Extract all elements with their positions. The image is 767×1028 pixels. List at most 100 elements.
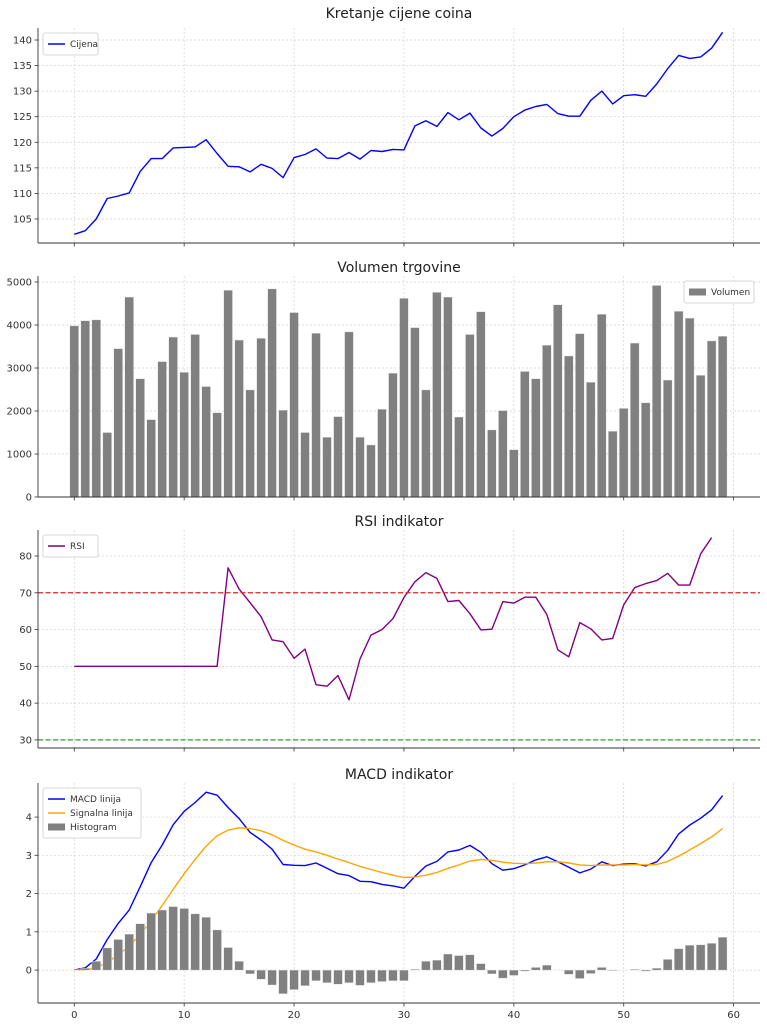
bar xyxy=(180,908,189,970)
bar xyxy=(367,970,376,983)
legend-swatch xyxy=(48,824,65,831)
subplot-1: Kretanje cijene coina1051101151201251301… xyxy=(13,6,760,247)
bar xyxy=(257,338,266,497)
bar xyxy=(312,333,321,497)
bar xyxy=(608,431,617,497)
bar xyxy=(224,290,233,497)
bar xyxy=(498,411,507,497)
bar xyxy=(597,967,606,970)
bar xyxy=(433,960,442,970)
chart-title: RSI indikator xyxy=(355,514,444,530)
y-tick-label: 60 xyxy=(19,625,32,636)
y-tick-label: 70 xyxy=(19,588,32,599)
x-tick-label: 0 xyxy=(71,1010,77,1021)
bar xyxy=(608,970,617,971)
bar xyxy=(290,970,299,990)
y-tick-label: 105 xyxy=(13,214,32,225)
bar xyxy=(136,924,145,970)
y-tick-label: 130 xyxy=(13,87,32,98)
bar xyxy=(476,964,485,971)
y-tick-label: 4 xyxy=(26,813,32,824)
legend-label: RSI xyxy=(70,542,85,552)
bar xyxy=(202,917,211,970)
bar xyxy=(641,970,650,971)
bar xyxy=(235,340,244,497)
bar xyxy=(334,970,343,984)
bar xyxy=(564,356,573,497)
chart-title: Volumen trgovine xyxy=(337,260,461,276)
bar xyxy=(169,337,178,497)
y-tick-label: 0 xyxy=(26,493,32,504)
bar xyxy=(652,285,661,497)
bar xyxy=(433,292,442,497)
bar xyxy=(312,970,321,981)
bar xyxy=(553,305,562,497)
bar xyxy=(323,437,332,497)
bar xyxy=(389,970,398,981)
bar xyxy=(158,362,167,497)
bar xyxy=(718,937,727,970)
bar xyxy=(531,967,540,970)
bar xyxy=(487,970,496,974)
series-line-rsi xyxy=(74,538,711,700)
chart-title: MACD indikator xyxy=(345,767,453,783)
bar xyxy=(564,970,573,974)
bar xyxy=(191,914,200,970)
y-tick-label: 4000 xyxy=(7,321,32,332)
bar xyxy=(81,321,90,497)
y-tick-label: 140 xyxy=(13,36,32,47)
y-tick-label: 80 xyxy=(19,552,32,563)
legend-swatch xyxy=(689,289,706,296)
chart-title: Kretanje cijene coina xyxy=(326,6,473,22)
legend: Volumen xyxy=(684,281,754,303)
y-tick-label: 2 xyxy=(26,889,32,900)
bar xyxy=(378,409,387,497)
y-tick-label: 5000 xyxy=(7,278,32,289)
bar xyxy=(246,390,255,497)
y-tick-label: 1 xyxy=(26,927,32,938)
bar xyxy=(70,326,79,497)
bar xyxy=(213,930,222,970)
bar xyxy=(345,970,354,983)
bar xyxy=(81,968,90,970)
legend: Cijena xyxy=(43,33,98,55)
bar xyxy=(509,450,518,497)
legend-label: Histogram xyxy=(70,823,117,833)
bar xyxy=(487,430,496,497)
bar xyxy=(696,375,705,497)
y-tick-label: 110 xyxy=(13,189,32,200)
bar xyxy=(224,948,233,971)
bar xyxy=(114,939,123,970)
bar xyxy=(718,336,727,497)
y-tick-label: 30 xyxy=(19,735,32,746)
bar xyxy=(663,380,672,497)
bar xyxy=(114,349,123,497)
bar xyxy=(389,373,398,497)
legend-label: Cijena xyxy=(70,40,98,50)
y-tick-label: 3000 xyxy=(7,364,32,375)
bar xyxy=(356,970,365,985)
bar xyxy=(213,413,222,497)
bar xyxy=(674,311,683,497)
y-tick-label: 125 xyxy=(13,112,32,123)
y-tick-label: 135 xyxy=(13,61,32,72)
y-tick-label: 3 xyxy=(26,851,32,862)
bar xyxy=(246,970,255,974)
bar xyxy=(454,417,463,497)
bar xyxy=(147,913,156,970)
bar xyxy=(575,970,584,978)
bar xyxy=(268,970,277,985)
bar xyxy=(444,954,453,970)
bar xyxy=(685,318,694,497)
y-tick-label: 0 xyxy=(26,966,32,977)
bar xyxy=(520,371,529,497)
bar xyxy=(180,372,189,497)
x-tick-label: 40 xyxy=(507,1010,520,1021)
bar xyxy=(531,379,540,497)
x-tick-label: 20 xyxy=(288,1010,301,1021)
x-tick-label: 10 xyxy=(178,1010,191,1021)
bar xyxy=(465,334,474,497)
bar xyxy=(685,945,694,970)
